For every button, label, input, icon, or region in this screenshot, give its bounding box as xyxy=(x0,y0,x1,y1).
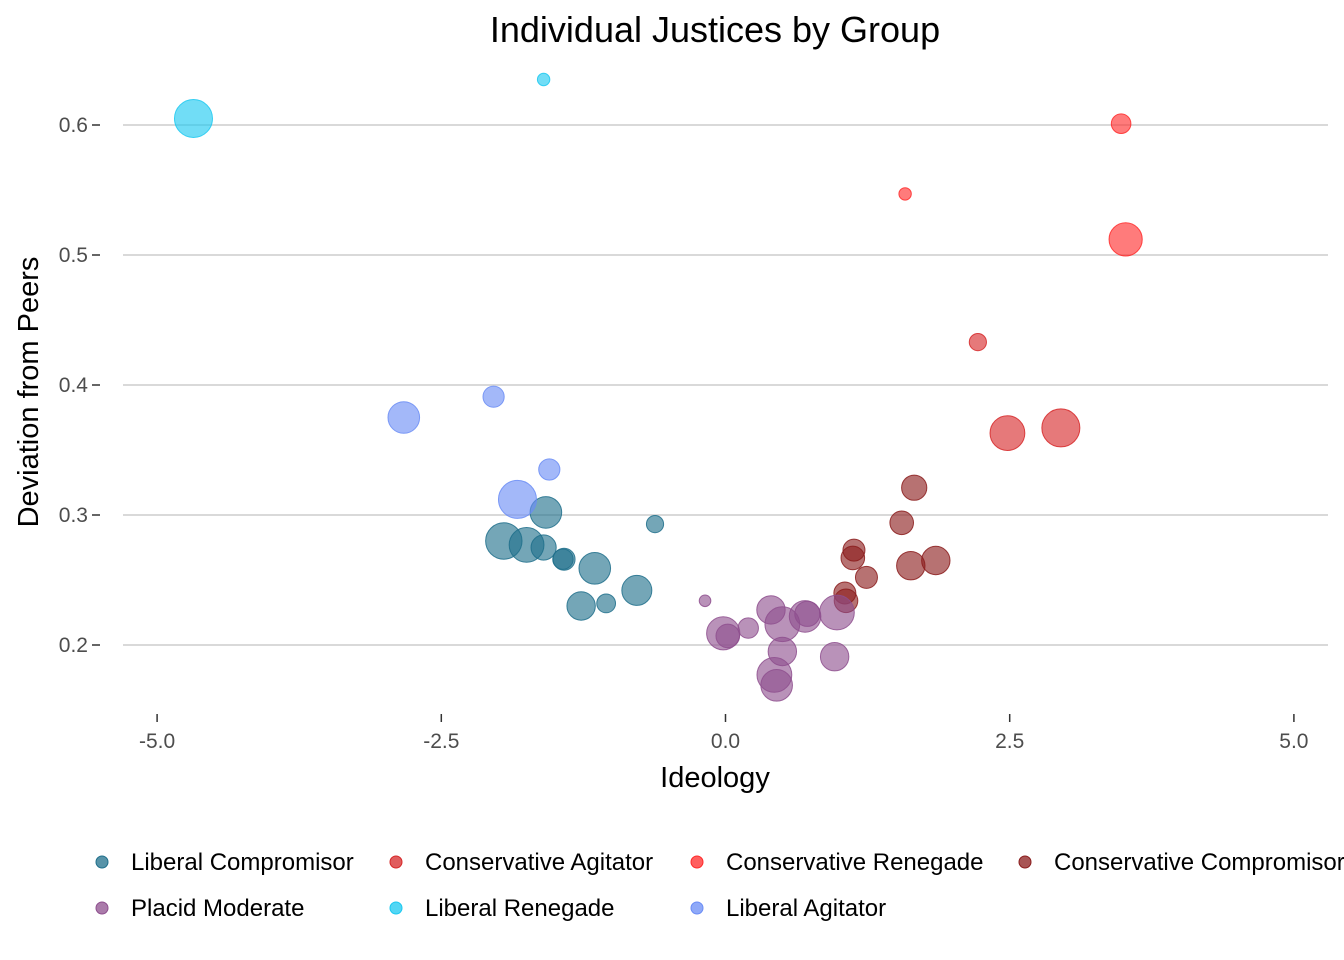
data-point xyxy=(530,534,557,561)
y-axis-label: Deviation from Peers xyxy=(13,257,45,528)
legend-swatch xyxy=(389,855,403,869)
data-point xyxy=(989,415,1026,452)
x-axis-ticks: -5.0 -2.5 0.0 2.5 5.0 xyxy=(139,714,1308,753)
data-point xyxy=(578,552,612,585)
data-point xyxy=(538,458,561,481)
data-point xyxy=(968,333,987,352)
data-point xyxy=(794,600,821,627)
legend-swatch xyxy=(1018,855,1032,869)
legend-swatch xyxy=(690,901,704,915)
data-point xyxy=(1041,408,1081,448)
data-point xyxy=(737,617,759,639)
data-point xyxy=(1108,222,1143,257)
legend-label: Conservative Agitator xyxy=(425,849,653,876)
data-point xyxy=(566,591,596,621)
legend-label: Liberal Renegade xyxy=(425,895,614,922)
data-point xyxy=(497,479,537,519)
data-point xyxy=(1110,113,1132,134)
data-point xyxy=(552,548,574,570)
x-tick-label: 0.0 xyxy=(711,730,740,753)
legend-label: Placid Moderate xyxy=(131,895,304,922)
y-tick-label: 0.3 xyxy=(59,504,88,527)
legend: Liberal Compromisor Conservative Agitator… xyxy=(95,849,1344,922)
data-point xyxy=(921,545,951,576)
gridlines xyxy=(123,124,1328,646)
data-point xyxy=(819,594,855,631)
data-point xyxy=(898,187,912,201)
data-point xyxy=(482,385,505,408)
y-tick-label: 0.2 xyxy=(59,634,88,657)
legend-item: Liberal Agitator xyxy=(690,895,886,922)
legend-label: Liberal Agitator xyxy=(726,895,886,922)
data-point xyxy=(819,642,850,672)
x-tick-label: 2.5 xyxy=(995,730,1024,753)
legend-swatch xyxy=(690,855,704,869)
data-point xyxy=(760,669,793,702)
x-tick-label: 5.0 xyxy=(1279,730,1308,753)
data-point xyxy=(645,515,665,534)
data-point xyxy=(173,99,213,138)
legend-label: Conservative Compromisor xyxy=(1054,849,1344,876)
data-points xyxy=(173,72,1143,702)
y-tick-label: 0.5 xyxy=(59,244,88,267)
y-axis-ticks: 0.2 0.3 0.4 0.5 0.6 xyxy=(59,114,100,657)
legend-item: Placid Moderate xyxy=(95,895,304,922)
legend-label: Conservative Renegade xyxy=(726,849,984,876)
data-point xyxy=(840,545,866,571)
legend-swatch xyxy=(95,901,109,915)
data-point xyxy=(896,551,926,581)
data-point xyxy=(387,401,421,434)
data-point xyxy=(854,565,878,589)
legend-swatch xyxy=(389,901,403,915)
data-point xyxy=(889,510,915,536)
chart-title: Individual Justices by Group xyxy=(490,9,940,50)
y-tick-label: 0.4 xyxy=(59,374,89,397)
data-point xyxy=(715,623,741,649)
legend-item: Conservative Renegade xyxy=(690,849,984,876)
legend-label: Liberal Compromisor xyxy=(131,849,354,876)
legend-item: Liberal Renegade xyxy=(389,895,614,922)
data-point xyxy=(901,474,928,501)
legend-item: Liberal Compromisor xyxy=(95,849,354,876)
data-point xyxy=(698,594,712,608)
data-point xyxy=(596,593,617,614)
legend-item: Conservative Compromisor xyxy=(1018,849,1344,876)
y-tick-label: 0.6 xyxy=(59,114,88,137)
x-tick-label: -2.5 xyxy=(423,730,459,753)
legend-item: Conservative Agitator xyxy=(389,849,653,876)
legend-swatch xyxy=(95,855,109,869)
x-tick-label: -5.0 xyxy=(139,730,175,753)
x-axis-label: Ideology xyxy=(660,762,770,794)
data-point xyxy=(536,72,551,87)
data-point xyxy=(621,574,653,606)
